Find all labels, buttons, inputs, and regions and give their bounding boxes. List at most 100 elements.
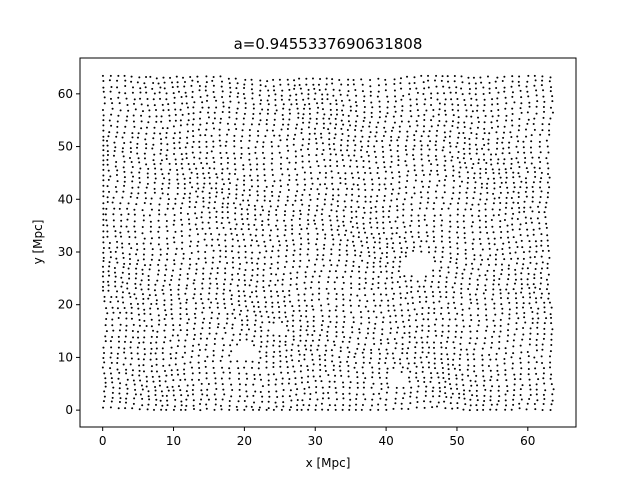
data-point (170, 346, 173, 349)
data-point (350, 172, 353, 175)
data-point (188, 200, 191, 203)
data-point (103, 351, 106, 354)
data-point (195, 201, 198, 204)
data-point (352, 264, 355, 267)
data-point (202, 205, 205, 208)
data-point (208, 332, 211, 335)
data-point (242, 123, 245, 126)
data-point (481, 147, 484, 150)
data-point (137, 313, 140, 316)
data-point (507, 146, 510, 149)
data-point (143, 336, 146, 339)
data-point (345, 244, 348, 247)
data-point (102, 236, 105, 239)
data-point (272, 321, 275, 324)
data-point (192, 338, 195, 341)
data-point (400, 120, 403, 123)
data-point (460, 348, 463, 351)
data-point (161, 347, 164, 350)
data-point (356, 382, 359, 385)
data-point (466, 181, 469, 184)
data-point (442, 246, 445, 249)
data-point (399, 276, 402, 278)
data-point (210, 301, 213, 304)
data-point (452, 358, 455, 361)
data-point (211, 360, 214, 363)
data-point (243, 238, 246, 241)
data-point (242, 117, 245, 120)
data-point (307, 213, 310, 216)
data-point (454, 335, 457, 338)
data-point (408, 335, 411, 338)
data-point (362, 178, 365, 181)
data-point (199, 111, 202, 114)
data-point (433, 214, 436, 217)
data-point (471, 394, 474, 397)
data-point (505, 171, 508, 174)
data-point (413, 246, 416, 249)
data-point (397, 144, 400, 147)
data-point (176, 345, 179, 348)
data-point (393, 105, 396, 108)
data-point (541, 348, 544, 351)
data-point (289, 272, 292, 275)
data-point (314, 222, 317, 225)
data-point (453, 367, 456, 370)
data-point (251, 301, 254, 304)
data-point (221, 202, 224, 205)
data-point (179, 307, 182, 310)
data-point (104, 335, 107, 338)
data-point (251, 92, 254, 95)
data-point (141, 397, 144, 400)
data-point (357, 195, 360, 198)
data-point (238, 295, 241, 298)
data-point (451, 286, 454, 289)
data-point (238, 304, 241, 307)
data-point (141, 388, 144, 391)
data-point (111, 336, 114, 339)
data-point (503, 75, 506, 78)
data-point (432, 301, 435, 304)
data-point (106, 153, 109, 156)
data-point (289, 389, 292, 392)
data-point (374, 205, 377, 208)
data-point (471, 231, 474, 234)
data-point (102, 195, 105, 198)
data-point (114, 250, 117, 253)
data-point (453, 346, 456, 349)
data-point (243, 294, 246, 297)
data-point (311, 334, 314, 336)
data-point (108, 241, 111, 244)
data-point (139, 91, 142, 94)
data-point (488, 242, 491, 245)
data-point (284, 210, 287, 213)
data-point (276, 235, 279, 238)
data-point (224, 272, 227, 275)
data-point (376, 171, 379, 174)
data-point (186, 130, 189, 133)
data-point (313, 87, 316, 90)
data-point (307, 368, 309, 371)
data-point (193, 287, 196, 290)
data-point (157, 230, 160, 233)
data-point (420, 148, 423, 151)
data-point (308, 204, 311, 207)
data-point (294, 383, 297, 386)
data-point (367, 154, 370, 157)
data-point (484, 303, 487, 306)
data-point (492, 288, 495, 291)
data-point (120, 225, 123, 228)
data-point (334, 325, 337, 328)
points-layer (101, 74, 555, 412)
data-point (400, 371, 403, 374)
data-point (256, 140, 259, 143)
data-point (448, 86, 451, 89)
data-point (228, 408, 231, 411)
data-point (511, 223, 514, 226)
data-point (526, 350, 529, 353)
data-point (243, 174, 246, 177)
data-point (298, 353, 301, 356)
data-point (504, 408, 507, 411)
data-point (470, 97, 473, 100)
data-point (528, 398, 531, 401)
